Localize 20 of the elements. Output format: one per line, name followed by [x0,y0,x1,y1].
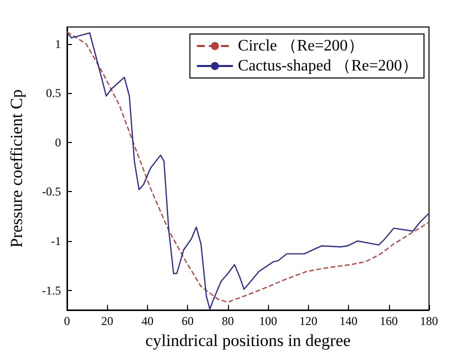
x-tick-label: 80 [222,314,234,328]
x-tick-label: 100 [259,314,278,328]
x-tick-label: 140 [340,314,358,328]
y-tick-label: -1.5 [42,283,61,298]
x-tick-label: 60 [182,314,194,328]
y-tick-label: -0.5 [42,184,61,199]
y-axis-title: Pressure coefficient Cp [7,89,26,248]
y-tick-label: 0 [55,135,61,150]
x-tick-label: 0 [64,314,70,328]
x-tick-label: 160 [380,314,398,328]
x-tick-label: 20 [101,314,114,328]
y-tick-label: 0.5 [46,86,61,100]
x-axis-title: cylindrical positions in degree [145,331,351,350]
legend-label: Cactus-shaped （Re=200） [238,58,418,74]
y-tick-label: 1 [55,36,61,51]
x-tick-label: 120 [299,314,318,328]
y-tick-label: -1 [51,234,61,248]
x-tick-label: 40 [141,314,154,328]
legend-label: Circle （Re=200） [238,38,364,54]
x-tick-label: 180 [420,314,438,328]
